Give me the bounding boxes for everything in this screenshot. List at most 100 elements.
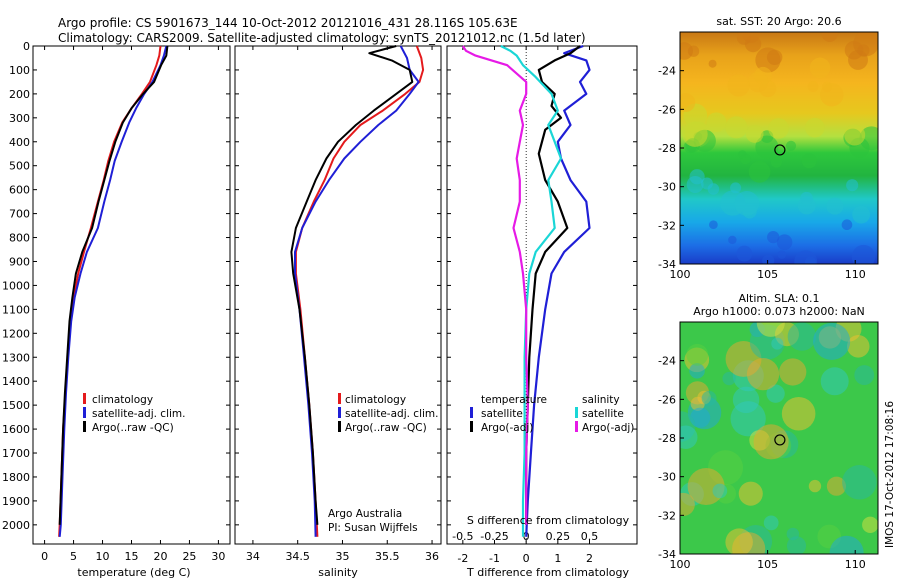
legend-swatch-satellite [83,407,86,418]
s-x-tick-label: -0.25 [480,530,508,543]
sst-patch [727,74,750,97]
map-y-tick-label: -34 [658,258,676,271]
sla-patch [808,479,822,493]
difference-axes [446,45,638,545]
map-x-tick-label: 110 [845,268,866,281]
sst-patch [744,35,762,53]
sst-patch [766,49,783,66]
sst-patch [809,57,831,79]
x-tick-label: 20 [153,550,167,563]
series-climatology [294,45,425,537]
sst-map [680,32,878,264]
legend-swatch-s-argo [575,421,578,432]
y-tick-label: 300 [9,112,30,125]
sst-texture [680,32,878,264]
imos-timestamp: IMOS 17-Oct-2012 17:08:16 [884,401,896,548]
x-tick-label: 30 [211,550,225,563]
y-tick-label: 1900 [2,495,30,508]
map-y-tick-label: -32 [658,219,676,232]
y-tick-label: 1100 [2,303,30,316]
x-tick-label: 35 [335,550,349,563]
sst-patch [848,49,868,70]
sst-patch [851,244,876,264]
sla-patch [689,363,705,379]
sst-patch [734,191,760,216]
legend-swatch-t-argo [470,421,473,432]
y-tick-label: 1300 [2,351,30,364]
x-tick-label: 0 [41,550,48,563]
map-y-tick-label: -26 [658,103,676,116]
legend-label-satellite: satellite-adj. clim. [92,408,185,420]
series-satellite-adj-clim- [58,45,168,537]
sst-patch [738,150,747,159]
map-x-tick-label: 105 [757,268,778,281]
sla-patch [680,492,695,516]
sla-patch [680,425,698,450]
map-x-tick-label: 100 [670,558,691,571]
sst-patch [725,116,748,139]
annotation-argo-australia: Argo Australia [328,508,402,520]
series-climatology [58,45,162,537]
sst-patch [689,169,705,185]
temperature-plot: 0 5 10 15 20 25 30 [41,45,225,563]
sst-patch [709,220,718,230]
series-temperature-argo-adj- [525,45,581,525]
sst-patch [785,140,797,151]
argo-position-marker-sst [774,144,786,156]
sst-patch [801,153,817,169]
sla-patch [753,424,789,460]
sst-map-ticks: 100 105 110 -34 -32 -30 -28 -26 -24 [658,65,866,281]
y-tick-label: 1700 [2,447,30,460]
sst-patch [707,183,720,195]
legend-label-t-satellite: satellite [481,408,523,420]
sla-map-ticks: 100 105 110 -34 -32 -30 -28 -26 -24 [658,355,866,571]
sla-patch [786,527,800,541]
depth-ticks: 0 100 200 300 400 500 600 700 800 900 1000 1100 1200… [2,40,637,532]
sst-patch [805,256,816,264]
t-difference-xlabel: T difference from climatology [466,566,629,579]
x-tick-label: -2 [457,552,468,565]
header-line-1: Argo profile: CS 5901673_144 10-Oct-2012… [58,16,518,30]
sst-patch [800,191,813,205]
difference-plot: -2 -1 0 1 2-0.5 -0.25 0 0.25 0.5 [452,44,598,565]
x-tick-label: 5 [70,550,77,563]
y-tick-label: 200 [9,88,30,101]
salinity-xlabel: salinity [318,566,358,579]
legend-swatch-argo [83,421,86,432]
sla-patch [829,535,864,554]
x-tick-label: 2 [586,552,593,565]
sla-patch [813,322,851,360]
map-y-tick-label: -30 [658,471,676,484]
s-difference-xlabel: S difference from climatology [467,514,630,527]
sla-patch [725,528,753,554]
sst-patch [748,161,771,183]
sst-map-title: sat. SST: 20 Argo: 20.6 [716,15,841,28]
map-y-tick-label: -24 [658,355,676,368]
map-y-tick-label: -28 [658,432,676,445]
sla-patch [686,343,709,366]
sla-patch [786,536,807,554]
temperature-xlabel: temperature (deg C) [77,566,190,579]
sla-patch [766,384,785,403]
sst-patch [767,230,780,244]
y-tick-label: 1000 [2,279,30,292]
sla-patch [738,481,763,506]
s-x-tick-label: 0.25 [546,530,571,543]
sst-patch [736,245,753,262]
sst-patch [680,93,696,112]
legend-header-temperature: temperature [481,394,547,406]
y-tick-label: 900 [9,255,30,268]
x-tick-label: 15 [125,550,139,563]
y-tick-label: 1400 [2,375,30,388]
legend-swatch-argo [338,421,341,432]
map-x-tick-label: 105 [757,558,778,571]
sst-patch [708,59,717,68]
series-temperature-satellite [525,44,591,537]
sst-patch [821,32,838,43]
sst-patch [807,81,819,92]
sst-patch [747,71,769,93]
map-y-tick-label: -32 [658,509,676,522]
y-tick-label: 500 [9,160,30,173]
series-salinity-satellite [500,45,563,537]
